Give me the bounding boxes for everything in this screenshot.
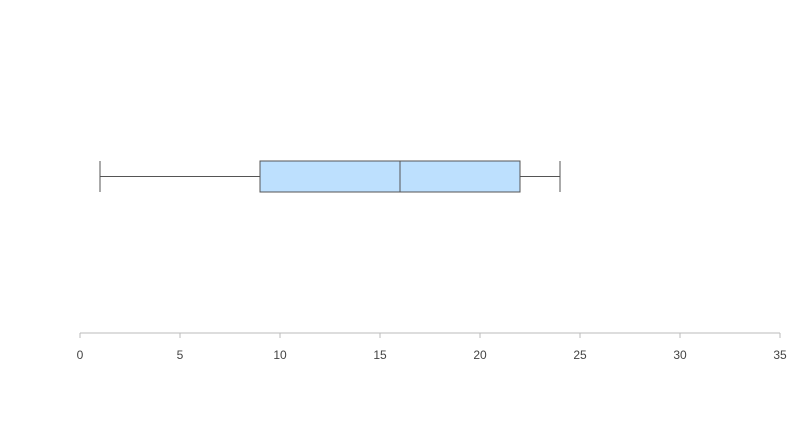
x-tick-label: 10	[273, 348, 287, 362]
x-tick-label: 35	[773, 348, 787, 362]
x-tick-label: 30	[673, 348, 687, 362]
box-series-0	[99, 160, 561, 193]
plot-area	[99, 160, 561, 193]
x-tick-label: 25	[573, 348, 587, 362]
x-tick-label: 5	[177, 348, 184, 362]
x-tick-label: 0	[77, 348, 84, 362]
iqr-box	[259, 160, 521, 193]
x-tick-label: 15	[373, 348, 387, 362]
x-tick-label: 20	[473, 348, 487, 362]
x-axis-ticks: 0 5 10 15 20 25 30 35	[77, 333, 787, 362]
